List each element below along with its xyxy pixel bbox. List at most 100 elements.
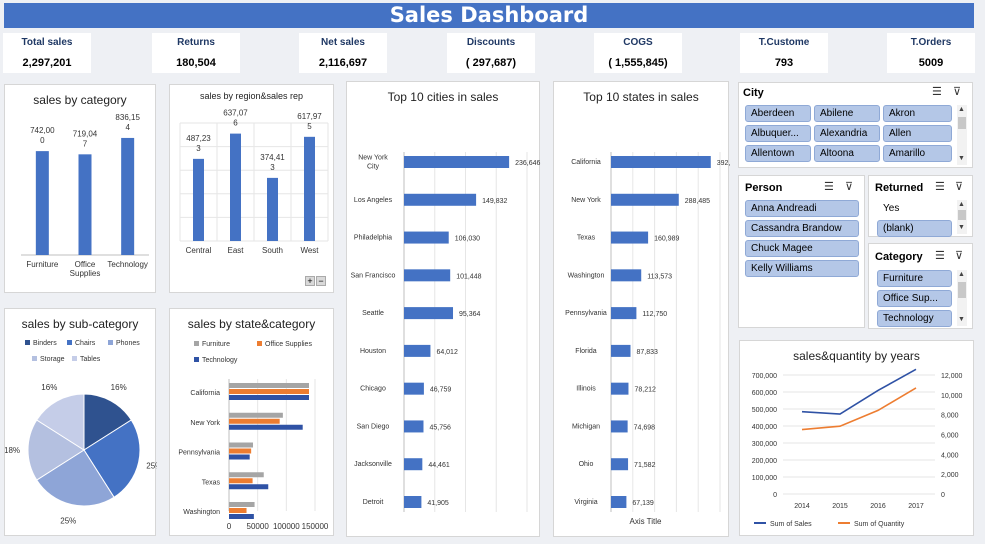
slicer-scrollbar[interactable]: ▲ ▼ [957,200,967,234]
bar [404,420,424,433]
tick-label: Virginia [574,499,597,506]
slicer-item[interactable]: Cassandra Brandow [745,220,859,237]
slicer-item[interactable]: Kelly Williams [745,260,859,277]
tick-label: California [190,390,220,397]
bar [404,458,423,471]
slicer-item[interactable]: Amarillo [883,145,952,162]
slicer-city[interactable]: City ☰ ⊽ Aberdeen Abilene Akron Albuquer… [738,82,973,168]
expand-button[interactable]: + [305,276,315,286]
slicer-title: City [743,87,764,99]
slicer-item[interactable]: Furniture [877,270,952,287]
chart-title: sales by category [33,93,127,107]
multi-select-icon[interactable]: ☰ [824,181,834,193]
data-label: 46,759 [430,387,452,394]
slicer-item[interactable]: Altoona [814,145,880,162]
clear-filter-icon[interactable]: ⊽ [845,181,854,193]
pie-slice [36,449,115,507]
chart-top10-cities[interactable]: Top 10 cities in sales 236,646 New York Ci… [346,81,541,537]
chart-svg: 700,000 600,000 500,000 400,000 300,000 200,0… [752,368,963,528]
data-label: 149,832 [482,198,507,205]
scroll-down-icon[interactable]: ▼ [958,224,965,231]
multi-select-icon[interactable]: ☰ [935,181,945,193]
slicer-person[interactable]: Person ☰ ⊽ Anna Andreadi Cassandra Brand… [738,175,865,328]
legend-swatch [67,340,72,345]
slicer-item[interactable]: Technology [877,310,952,327]
tick-label: 300,000 [752,441,777,448]
data-label: 45,756 [429,424,451,431]
bar [611,382,629,395]
slicer-item[interactable]: Abilene [814,105,880,122]
slicer-item[interactable]: Aberdeen [745,105,811,122]
bar [193,158,204,241]
chart-title: Top 10 cities in sales [387,90,499,104]
tick-label: New York [190,420,220,427]
data-label: 71,582 [634,462,656,469]
bar [229,448,252,454]
slicer-item[interactable]: Yes [877,200,952,217]
tick-label: Washington [183,509,220,516]
scroll-up-icon[interactable]: ▲ [958,271,965,278]
chart-sales-by-category[interactable]: sales by category 742,00 0 Furniture 719,04… [4,84,156,293]
tick-label: 0 [773,492,777,499]
kpi-cogs: COGS ( 1,555,845) [594,33,682,73]
chart-top10-states[interactable]: Top 10 states in sales 392,770 California… [553,81,730,537]
bar [229,383,309,388]
bar [404,193,477,206]
legend-swatch [72,356,77,361]
kpi-value: 793 [774,57,794,69]
tick-label: 100,000 [752,475,777,482]
kpi-value: ( 1,555,845) [608,57,668,69]
bar [611,344,631,357]
slicer-item[interactable]: Anna Andreadi [745,200,859,217]
scroll-up-icon[interactable]: ▲ [958,106,965,113]
slicer-category[interactable]: Category ☰ ⊽ Furniture Office Sup... Tec… [868,243,973,329]
chart-sales-by-subcategory[interactable]: sales by sub-category 16% 25% 25% 18% 16% Bin… [4,308,157,536]
scroll-down-icon[interactable]: ▼ [958,155,965,162]
slicer-item[interactable]: (blank) [877,220,952,237]
bar [229,424,303,430]
bar [229,478,253,484]
data-label: 617,97 [297,112,322,121]
data-label: 87,833 [637,349,659,356]
clear-filter-icon[interactable]: ⊽ [955,250,964,262]
tick-label: 2014 [794,503,810,510]
clear-filter-icon[interactable]: ⊽ [955,181,964,193]
chart-sales-by-state-category[interactable]: sales by state&category 0 50000 100000 1500… [169,308,334,536]
chart-title: sales&quantity by years [793,349,920,363]
chart-title: sales by region&sales rep [199,91,304,101]
slicer-item[interactable]: Office Sup... [877,290,952,307]
bar [611,156,711,168]
axis-title: Axis Title [629,517,662,526]
scroll-down-icon[interactable]: ▼ [958,316,965,323]
clear-filter-icon[interactable]: ⊽ [953,86,962,98]
slicer-item[interactable]: Allentown [745,145,811,162]
slicer-item[interactable]: Chuck Magee [745,240,859,257]
bar [611,420,628,433]
chart-sales-quantity-years[interactable]: sales&quantity by years 700,000 600,000 50… [739,340,974,536]
legend-label: Tables [80,356,101,363]
data-label: 392,770 [717,160,730,167]
kpi-label: Returns [177,37,215,48]
scroll-up-icon[interactable]: ▲ [958,201,965,208]
legend-swatch [25,340,30,345]
multi-select-icon[interactable]: ☰ [932,86,942,98]
slicer-item[interactable]: Akron [883,105,952,122]
slicer-scrollbar[interactable]: ▲ ▼ [957,105,967,165]
slicer-item[interactable]: Allen [883,125,952,142]
multi-select-icon[interactable]: ☰ [935,250,945,262]
tick-label: 50000 [247,522,270,531]
chart-sales-by-region[interactable]: sales by region&sales rep 487,23 3 Central… [169,84,334,293]
tick-label: Michigan [572,423,600,430]
slicer-item[interactable]: Albuquer... [745,125,811,142]
bar [229,442,254,448]
data-label: 44,461 [428,462,450,469]
data-label: 64,012 [436,349,458,356]
slicer-returned[interactable]: Returned ☰ ⊽ Yes (blank) ▲ ▼ [868,175,973,237]
data-label: 78,212 [634,387,656,394]
collapse-button[interactable]: − [316,276,326,286]
slicer-scrollbar[interactable]: ▲ ▼ [957,270,967,326]
chart-title: sales by state&category [187,317,316,331]
data-label: 16% [111,383,127,392]
slicer-item[interactable]: Alexandria [814,125,880,142]
legend-label: Sum of Sales [770,521,812,528]
